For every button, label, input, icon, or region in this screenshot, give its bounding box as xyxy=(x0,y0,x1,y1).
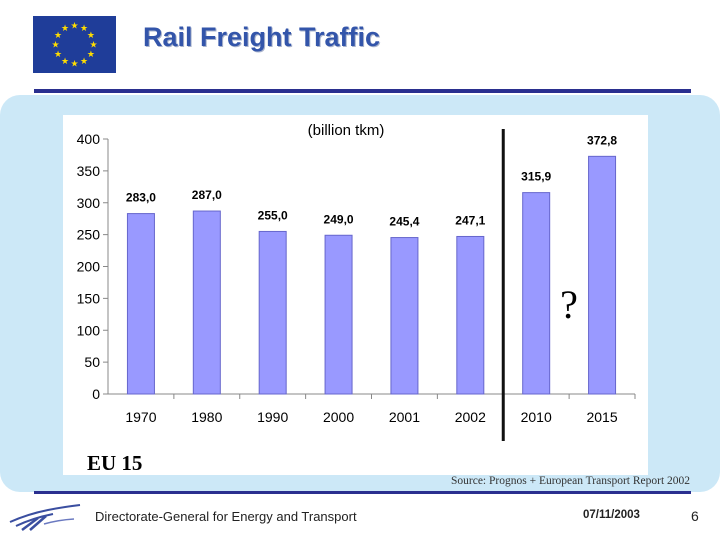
x-tick-label-2002: 2002 xyxy=(455,409,486,425)
y-tick-label: 0 xyxy=(92,386,100,402)
bar-1980 xyxy=(192,210,221,395)
star-icon: ★ xyxy=(54,30,62,40)
x-tick-label-2000: 2000 xyxy=(323,409,354,425)
page-number: 6 xyxy=(691,508,699,524)
bar-1990 xyxy=(258,230,287,395)
source-note: Source: Prognos + European Transport Rep… xyxy=(451,475,691,487)
star-icon: ★ xyxy=(70,59,78,69)
eu-stars-icon: ★ ★★★★★★★★★★★ xyxy=(51,21,97,69)
star-icon: ★ xyxy=(87,30,95,40)
star-icon: ★ xyxy=(80,23,88,33)
star-icon: ★ xyxy=(54,49,62,59)
bar-2002 xyxy=(456,235,485,395)
star-icon: ★ xyxy=(80,56,88,66)
data-label-2010: 315,9 xyxy=(521,170,551,184)
directorate-logo-icon xyxy=(9,504,81,531)
data-label-1990: 255,0 xyxy=(258,208,288,222)
star-icon: ★ xyxy=(89,40,97,50)
chart-title: (billion tkm) xyxy=(308,122,385,139)
star-icon: ★ xyxy=(51,40,59,50)
star-icon: ★ xyxy=(61,23,69,33)
y-tick-label: 300 xyxy=(77,195,101,211)
data-label-2015: 372,8 xyxy=(587,133,617,147)
directorate-name: Directorate-General for Energy and Trans… xyxy=(95,509,357,524)
bar-2000 xyxy=(324,234,353,395)
data-label-2000: 249,0 xyxy=(324,212,354,226)
x-tick-label-2015: 2015 xyxy=(586,409,617,425)
footer-divider xyxy=(34,491,691,494)
data-label-2001: 245,4 xyxy=(389,215,419,229)
title-divider xyxy=(34,89,691,93)
bar-2010 xyxy=(522,192,551,395)
x-tick-label-1980: 1980 xyxy=(191,409,222,425)
x-tick-label-1990: 1990 xyxy=(257,409,288,425)
region-label: EU 15 xyxy=(87,451,143,475)
x-tick-label-1970: 1970 xyxy=(125,409,156,425)
page-title: Rail Freight Traffic xyxy=(143,22,381,52)
y-tick-label: 150 xyxy=(77,290,101,306)
star-icon: ★ xyxy=(70,21,78,31)
chart-canvas: (billion tkm) ? 0 50 100 150 200 250 300 350 400… xyxy=(77,122,636,441)
bar-2015 xyxy=(588,155,617,395)
star-icon: ★ xyxy=(87,49,95,59)
data-label-2002: 247,1 xyxy=(455,213,485,227)
footer-date: 07/11/2003 xyxy=(583,509,640,521)
data-label-1980: 287,0 xyxy=(192,188,222,202)
data-label-1970: 283,0 xyxy=(126,191,156,205)
bar-chart: (billion tkm) ? 0 50 100 150 200 250 300 350 400… xyxy=(63,115,648,475)
forecast-question-mark: ? xyxy=(560,282,578,327)
y-tick-label: 350 xyxy=(77,163,101,179)
star-icon: ★ xyxy=(61,56,69,66)
y-tick-label: 50 xyxy=(84,354,100,370)
bar-2001 xyxy=(390,237,419,395)
y-tick-label: 250 xyxy=(77,227,101,243)
y-tick-label: 400 xyxy=(77,131,101,147)
y-tick-label: 100 xyxy=(77,322,101,338)
bar-1970 xyxy=(126,213,155,395)
x-tick-label-2001: 2001 xyxy=(389,409,420,425)
x-tick-label-2010: 2010 xyxy=(521,409,552,425)
eu-flag-logo: ★ ★ ★ ★ ★ ★ ★ ★ ★ ★ ★ ★ xyxy=(33,16,116,73)
y-tick-label: 200 xyxy=(77,259,101,275)
